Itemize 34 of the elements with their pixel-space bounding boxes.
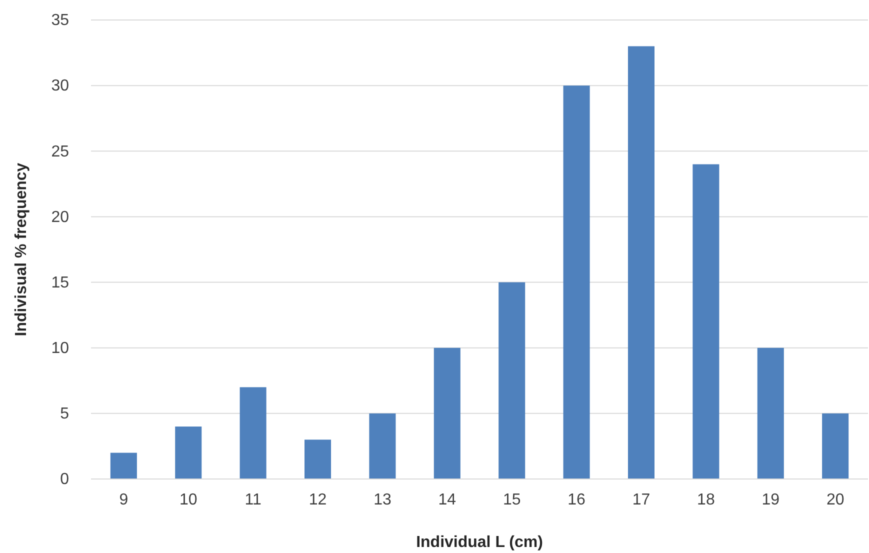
y-tick-label: 10 (51, 340, 70, 357)
y-tick-label: 25 (51, 143, 70, 160)
x-tick-label: 12 (308, 491, 327, 508)
y-tick-label: 35 (51, 12, 70, 30)
x-tick-label: 20 (826, 491, 844, 508)
x-axis-title: Individual L (cm) (416, 534, 543, 551)
bar (563, 86, 590, 479)
x-tick-label: 14 (438, 491, 456, 508)
bar (822, 413, 849, 479)
y-tick-label: 5 (60, 406, 70, 423)
y-tick-label: 0 (60, 471, 70, 488)
x-tick-label: 9 (119, 491, 128, 508)
bar (240, 387, 266, 479)
x-tick-label: 11 (244, 491, 262, 508)
y-tick-label: 30 (51, 78, 70, 95)
bar (304, 440, 332, 479)
y-tick-label: 20 (51, 208, 70, 226)
bar (434, 348, 460, 479)
x-tick-label: 19 (762, 491, 780, 508)
x-tick-label: 10 (179, 491, 198, 508)
x-tick-label: 17 (632, 491, 650, 508)
bar (757, 348, 784, 479)
bar (369, 413, 396, 479)
x-tick-label: 15 (502, 491, 521, 508)
bar (110, 452, 137, 479)
bar (692, 164, 720, 479)
bar (498, 282, 526, 479)
bar (175, 426, 202, 479)
x-tick-label: 16 (568, 491, 586, 508)
bar (628, 46, 655, 479)
x-tick-label: 18 (697, 491, 715, 508)
x-tick-label: 13 (374, 491, 392, 508)
y-axis-title: Indivisual % frequency (13, 162, 30, 336)
y-tick-label: 15 (51, 274, 70, 292)
